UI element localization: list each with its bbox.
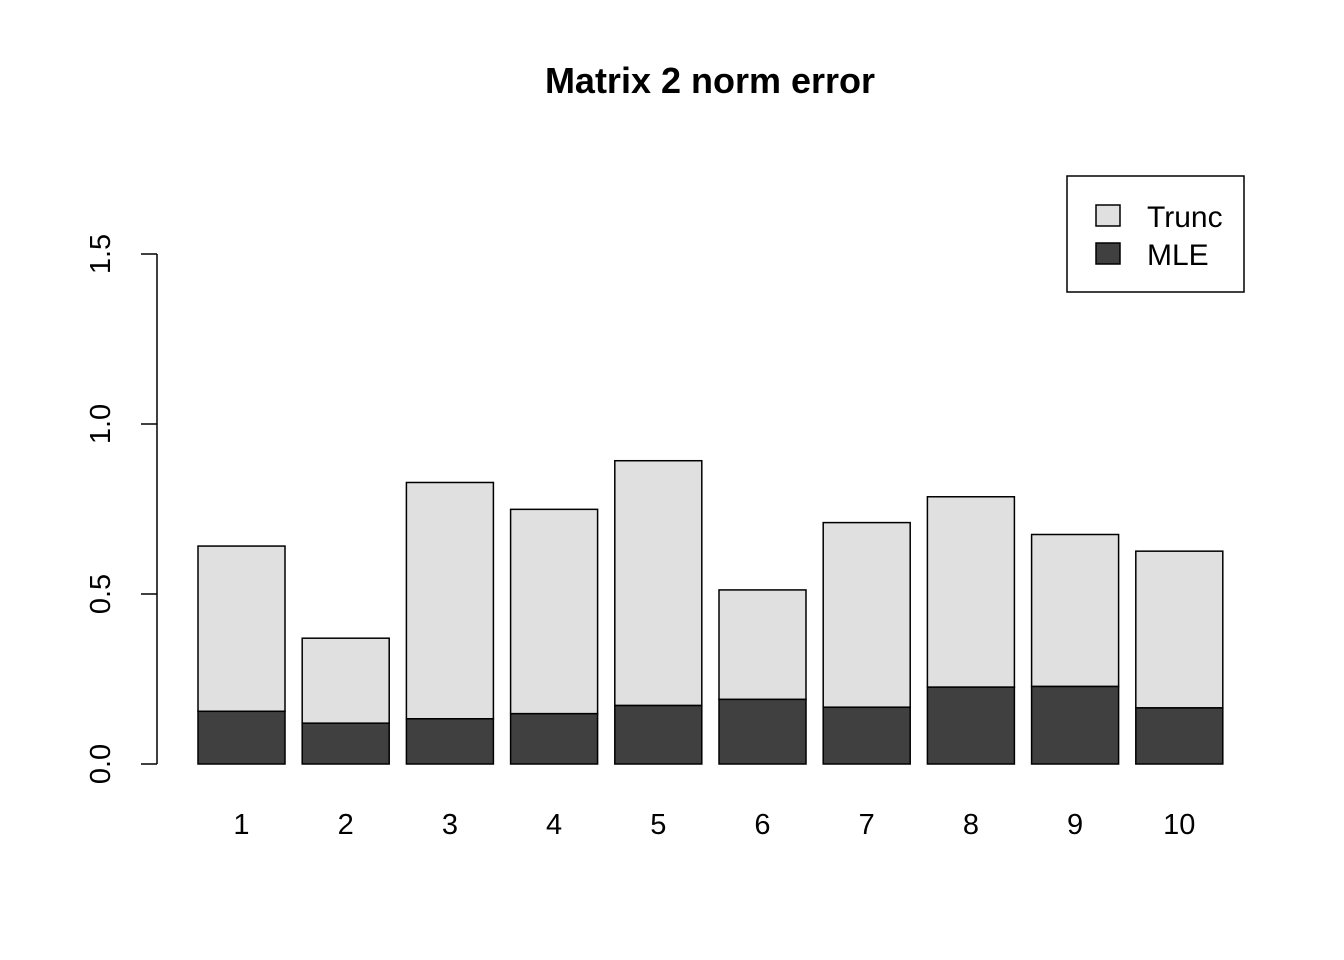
bar-trunc-4 [509, 508, 599, 715]
bar-mle-10 [1135, 707, 1224, 765]
legend-swatch-mle [1095, 242, 1121, 265]
legend-label-trunc: Trunc [1147, 201, 1223, 234]
x-tick-label-6: 6 [754, 809, 770, 841]
bar-mle-9 [1030, 685, 1120, 765]
legend-label-mle: MLE [1147, 239, 1209, 272]
x-tick-labels: 1 2 3 4 5 6 7 8 9 10 [233, 809, 1195, 841]
y-tick-label-3: 1.5 [85, 234, 117, 274]
x-tick-label-5: 5 [650, 809, 666, 841]
bar-mle-1 [197, 710, 286, 765]
legend-swatch-trunc [1095, 204, 1121, 227]
bar-mle-3 [405, 718, 495, 765]
bars [197, 459, 1224, 765]
x-tick-label-3: 3 [442, 809, 458, 841]
bar-trunc-1 [197, 545, 286, 713]
y-tick-label-2: 1.0 [85, 404, 117, 444]
bar-trunc-6 [718, 589, 807, 701]
x-tick-label-2: 2 [338, 809, 354, 841]
y-axis: 0.0 0.5 1.0 1.5 [85, 234, 158, 784]
x-tick-label-7: 7 [859, 809, 875, 841]
x-tick-label-10: 10 [1163, 809, 1195, 841]
legend: Trunc MLE [1066, 175, 1245, 293]
bar-mle-7 [822, 706, 911, 765]
bar-trunc-8 [926, 496, 1016, 688]
legend-box [1066, 175, 1245, 293]
bar-trunc-7 [822, 521, 911, 708]
y-tick-label-0: 0.0 [85, 744, 117, 784]
chart-title: Matrix 2 norm error [545, 60, 875, 101]
x-tick-label-9: 9 [1067, 809, 1083, 841]
bar-mle-8 [926, 686, 1016, 765]
bar-trunc-9 [1030, 533, 1120, 688]
bar-mle-2 [301, 722, 390, 765]
x-tick-label-1: 1 [233, 809, 249, 841]
bar-trunc-3 [405, 481, 495, 720]
x-tick-label-8: 8 [963, 809, 979, 841]
bar-trunc-10 [1135, 550, 1224, 709]
bar-trunc-2 [301, 637, 390, 724]
y-tick-label-1: 0.5 [85, 574, 117, 614]
x-tick-label-4: 4 [546, 809, 562, 841]
bar-mle-4 [509, 712, 599, 765]
bar-trunc-5 [614, 459, 703, 707]
bar-mle-5 [614, 704, 703, 765]
bar-mle-6 [718, 698, 807, 765]
